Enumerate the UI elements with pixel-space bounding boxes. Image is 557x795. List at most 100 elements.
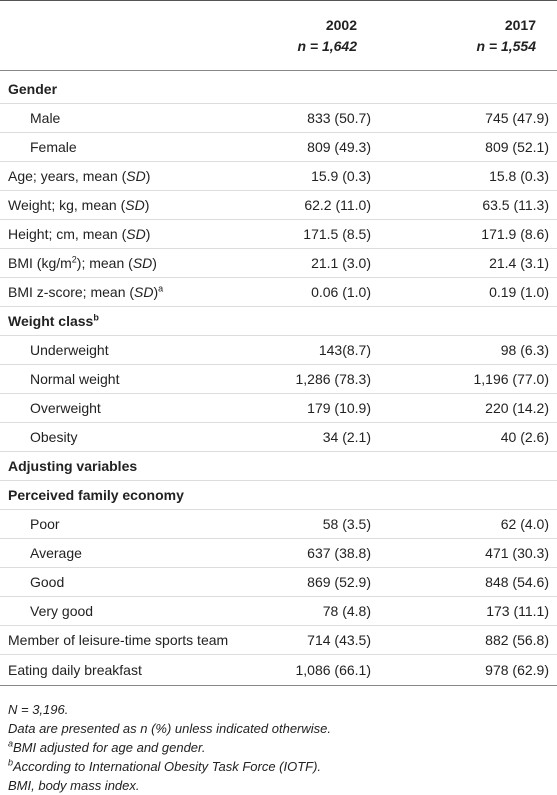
table-row: Perceived family economy (0, 480, 557, 510)
row-label: Height; cm, mean (SD) (0, 219, 193, 249)
table-row: Female 809 (49.3) 809 (52.1) (0, 132, 557, 162)
label-part: Female (30, 139, 77, 155)
cell-value: 171.5 (8.5) (193, 219, 378, 249)
cell-value: 833 (50.7) (193, 103, 378, 133)
label-part: BMI z-score; mean ( (8, 284, 135, 300)
label-part: Very good (30, 603, 94, 619)
row-label: Gender (0, 70, 557, 104)
label-part: Good (30, 574, 65, 590)
label-part: Normal weight (30, 371, 120, 387)
label-part: Adjusting variables (8, 458, 138, 474)
table-row: Weight; kg, mean (SD) 62.2 (11.0) 63.5 (11… (0, 190, 557, 220)
label-part: 2 (71, 254, 77, 265)
footnote-part: a (8, 738, 14, 749)
label-part: a (158, 283, 164, 294)
row-label: Male (0, 103, 193, 133)
table-row: Member of leisure-time sports team 714 (4… (0, 625, 557, 655)
column-header: 2017 n = 1,554 (378, 0, 557, 71)
cell-value: 34 (2.1) (193, 422, 378, 452)
table-row: Average 637 (38.8) 471 (30.3) (0, 538, 557, 568)
table-row: Normal weight 1,286 (78.3) 1,196 (77.0) (0, 364, 557, 394)
row-label: Obesity (0, 422, 193, 452)
label-part: ) (145, 168, 151, 184)
cell-value: 171.9 (8.6) (378, 219, 557, 249)
table-body: Gender Male 833 (50.7) 745 (47.9) Female 809 … (0, 70, 557, 686)
footnote-part: BMI adjusted for age and gender. (13, 740, 206, 755)
cell-value: 809 (52.1) (378, 132, 557, 162)
cell-value: 62 (4.0) (378, 509, 557, 539)
cell-value: 1,086 (66.1) (193, 654, 378, 686)
footnote: Data are presented as n (%) unless indic… (8, 719, 557, 738)
footnote-part: = 3,196. (17, 702, 69, 717)
table-row: Very good 78 (4.8) 173 (11.1) (0, 596, 557, 626)
n-label: n (297, 37, 306, 54)
label-part: ) (153, 284, 159, 300)
cell-value: 58 (3.5) (193, 509, 378, 539)
label-part: BMI (kg/m (8, 255, 72, 271)
footnote: aBMI adjusted for age and gender. (8, 738, 557, 757)
cell-value: 40 (2.6) (378, 422, 557, 452)
cell-value: 143(8.7) (193, 335, 378, 365)
row-label: Underweight (0, 335, 193, 365)
year: 2002 (325, 16, 357, 33)
cell-value: 882 (56.8) (378, 625, 557, 655)
cell-value: 220 (14.2) (378, 393, 557, 423)
cell-value: 978 (62.9) (378, 654, 557, 686)
data-table: 2002 n = 1,642 2017 n = 1,554 Gender Male 83… (0, 0, 557, 686)
label-part: Weight; kg, mean ( (8, 197, 126, 213)
row-label: BMI z-score; mean (SD)a (0, 277, 193, 307)
cell-value: 809 (49.3) (193, 132, 378, 162)
cell-value: 15.8 (0.3) (378, 161, 557, 191)
cell-value: 173 (11.1) (378, 596, 557, 626)
label-part: ); mean ( (76, 255, 133, 271)
label-part: Poor (30, 516, 60, 532)
table-row: Weight classb (0, 306, 557, 336)
footnote-part: According to International Obesity Task … (13, 759, 322, 774)
label-part: Perceived family economy (8, 487, 184, 503)
row-label: Good (0, 567, 193, 597)
table-row: Underweight 143(8.7) 98 (6.3) (0, 335, 557, 365)
footnote-part: b (8, 757, 14, 768)
label-part: SD (126, 226, 146, 242)
footnotes: N = 3,196. Data are presented as n (%) un… (0, 686, 557, 795)
column-header: 2002 n = 1,642 (193, 0, 378, 71)
table-header: 2002 n = 1,642 2017 n = 1,554 (0, 0, 557, 71)
label-part: Obesity (30, 429, 78, 445)
table-row: Adjusting variables (0, 451, 557, 481)
n-value: = 1,554 (485, 37, 536, 54)
cell-value: 1,286 (78.3) (193, 364, 378, 394)
cell-value: 179 (10.9) (193, 393, 378, 423)
table-row: Height; cm, mean (SD) 171.5 (8.5) 171.9 (8… (0, 219, 557, 249)
table-row: Overweight 179 (10.9) 220 (14.2) (0, 393, 557, 423)
label-part: Underweight (30, 342, 109, 358)
table-row: Obesity 34 (2.1) 40 (2.6) (0, 422, 557, 452)
table-row: Age; years, mean (SD) 15.9 (0.3) 15.8 (0.3… (0, 161, 557, 191)
cell-value: 98 (6.3) (378, 335, 557, 365)
row-label: Normal weight (0, 364, 193, 394)
label-part: SD (134, 284, 154, 300)
cell-value: 0.19 (1.0) (378, 277, 557, 307)
label-part: SD (126, 168, 146, 184)
label-part: Gender (8, 81, 58, 97)
table-row: Eating daily breakfast 1,086 (66.1) 978 (6… (0, 654, 557, 686)
label-part: ) (145, 226, 151, 242)
n-value: = 1,642 (306, 37, 357, 54)
footnote: bAccording to International Obesity Task… (8, 757, 557, 776)
row-label: Weight classb (0, 306, 557, 336)
label-part: Height; cm, mean ( (8, 226, 127, 242)
cell-value: 0.06 (1.0) (193, 277, 378, 307)
label-part: Member of leisure-time sports team (8, 632, 229, 648)
footnote-part: N (8, 702, 18, 717)
label-part: Average (30, 545, 82, 561)
label-part: Male (30, 110, 61, 126)
table-row: BMI (kg/m2); mean (SD) 21.1 (3.0) 21.4 (3.… (0, 248, 557, 278)
row-label: Age; years, mean (SD) (0, 161, 193, 191)
table-row: Male 833 (50.7) 745 (47.9) (0, 103, 557, 133)
label-part: Eating daily breakfast (8, 662, 142, 678)
cell-value: 471 (30.3) (378, 538, 557, 568)
row-label: Perceived family economy (0, 480, 557, 510)
cell-value: 848 (54.6) (378, 567, 557, 597)
n-label: n (476, 37, 485, 54)
row-label: Very good (0, 596, 193, 626)
